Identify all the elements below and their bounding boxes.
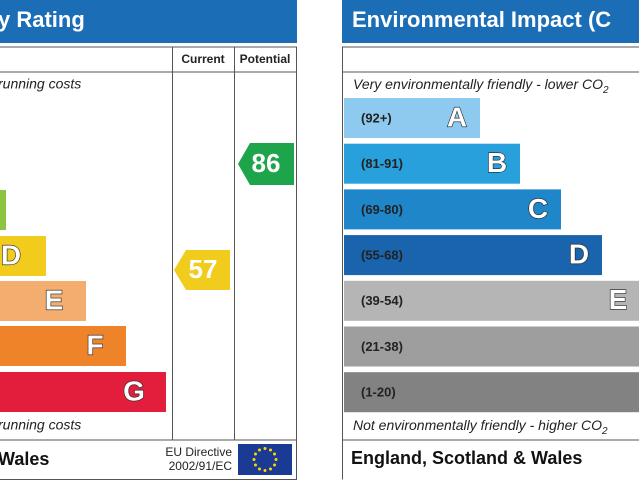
star — [263, 447, 267, 450]
star — [274, 458, 278, 461]
eu-stars — [252, 447, 278, 472]
band — [344, 143, 520, 184]
band-letter: C — [528, 193, 548, 224]
band-letter: B — [487, 147, 507, 178]
band — [0, 372, 166, 412]
star — [273, 452, 277, 456]
band-range: (1-20) — [361, 385, 396, 400]
band-letter: G — [123, 375, 145, 406]
current-rating: 57 — [189, 254, 218, 284]
band-range: (21-38) — [361, 339, 403, 354]
band-range: (69-80) — [361, 202, 403, 217]
bottom-note: Not environmentally friendly - higher CO… — [353, 417, 608, 437]
star — [258, 467, 261, 471]
note-sub: 2 — [601, 426, 608, 437]
band — [344, 280, 639, 321]
frame — [0, 46, 297, 480]
note-sub: 2 — [602, 85, 609, 96]
star — [269, 448, 272, 452]
band — [0, 281, 86, 321]
top-note: running costs — [0, 76, 81, 92]
footer: Wales — [0, 449, 49, 469]
band-letter: D — [569, 238, 589, 269]
title-bar — [0, 0, 297, 43]
potential-rating: 86 — [252, 148, 281, 178]
band-letter: A — [447, 101, 467, 132]
footer: England, Scotland & Wales — [351, 448, 582, 468]
band-range: (81-91) — [361, 156, 403, 171]
panel-title: Environmental Impact (C — [352, 7, 611, 32]
band-letter: D — [1, 239, 21, 270]
band — [0, 236, 46, 276]
band — [344, 372, 639, 413]
frame — [342, 46, 639, 480]
column-header: Potential — [240, 52, 291, 66]
band-range: (55-68) — [361, 248, 403, 263]
band-letter: E — [45, 284, 64, 315]
band — [344, 98, 480, 138]
band — [0, 326, 126, 366]
directive: EU Directive — [165, 445, 232, 459]
title-bar — [342, 0, 639, 43]
current-arrow — [174, 250, 230, 290]
band — [0, 190, 6, 230]
band-letter: F — [86, 329, 103, 360]
note-text: Not environmentally friendly - higher CO — [353, 417, 602, 433]
star — [263, 469, 267, 472]
band — [344, 189, 561, 230]
star — [273, 463, 277, 467]
star — [269, 467, 272, 471]
band — [344, 235, 602, 276]
band-range: (92+) — [361, 110, 392, 125]
note-text: Very environmentally friendly - lower CO — [353, 76, 603, 92]
band-letter: E — [609, 284, 628, 315]
column-header: Current — [181, 52, 224, 66]
band — [344, 326, 639, 367]
star — [252, 458, 256, 461]
bottom-note: running costs — [0, 417, 81, 433]
potential-arrow — [238, 143, 294, 185]
star — [253, 463, 257, 467]
directive: 2002/91/EC — [169, 459, 233, 473]
star — [253, 452, 257, 456]
band-range: (39-54) — [361, 293, 403, 308]
top-note: Very environmentally friendly - lower CO… — [353, 76, 609, 96]
panel-title: y Rating — [0, 7, 85, 32]
star — [258, 448, 261, 452]
bands: (92+) A (81-91) B (69-80) C (55-68) D (39-54) E (2… — [344, 98, 639, 413]
